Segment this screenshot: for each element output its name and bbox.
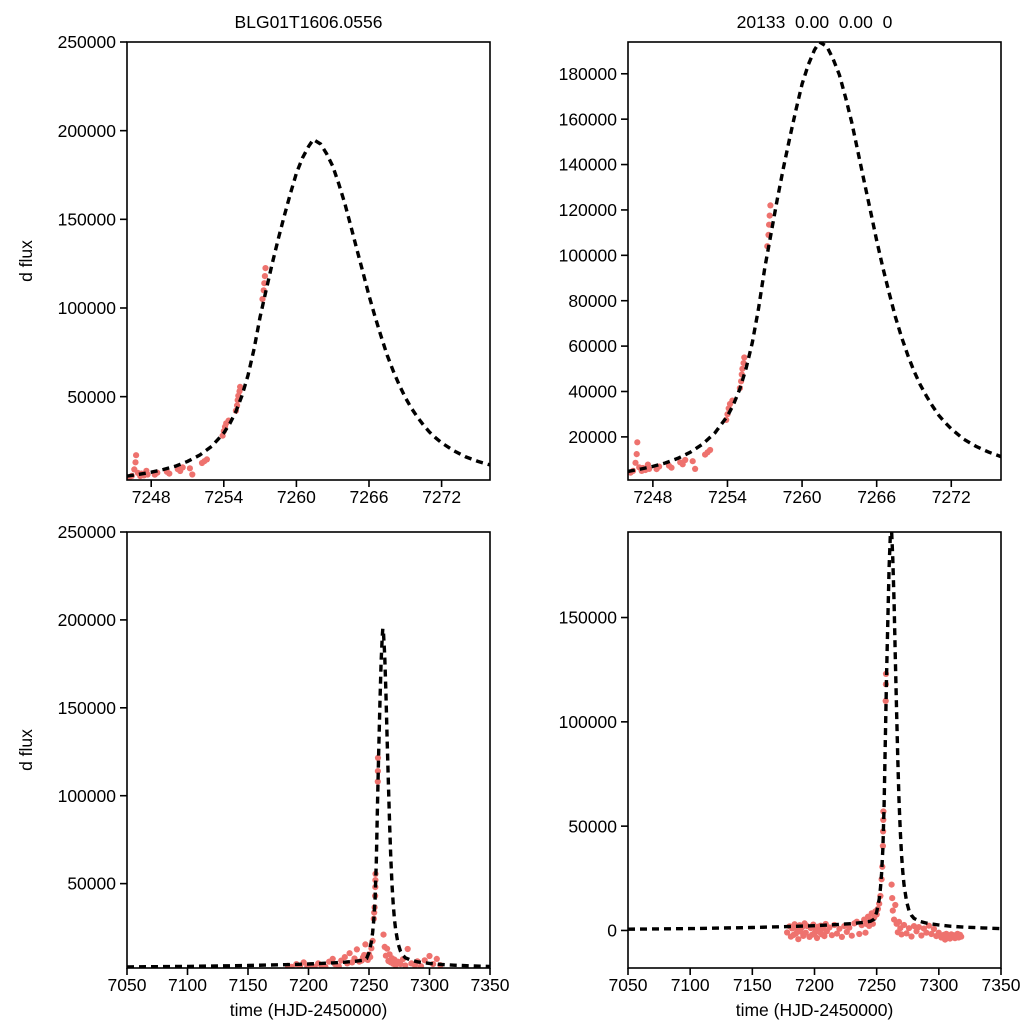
plot-frame [126, 531, 491, 969]
x-tick-label: 7272 [932, 487, 971, 507]
chart-panel-top-left: 7248 7254 7260 7266 7272 50000 100000 150000 200… [0, 0, 512, 512]
x-axis: 7050 7100 7150 7200 7250 7300 7350 [609, 968, 1021, 995]
y-tick-label: 250000 [58, 522, 117, 542]
y-tick-label: 120000 [559, 200, 618, 220]
y-axis: 50000 100000 150000 200000 250000 [58, 32, 127, 407]
plot-frame [627, 41, 1002, 481]
data-points [784, 670, 965, 943]
y-tick-label: 40000 [568, 382, 617, 402]
model-curve [127, 137, 490, 478]
x-tick-label: 7200 [289, 975, 328, 995]
y-axis: 0 50000 100000 150000 [559, 608, 628, 941]
x-tick-label: 7100 [671, 975, 710, 995]
model-curve [127, 628, 490, 968]
chart-panel-top-right: 7248 7254 7260 7266 7272 20000 40000 60000 80000… [512, 0, 1024, 512]
chart-title: BLG01T1606.0556 [235, 12, 383, 32]
y-tick-label: 250000 [58, 32, 117, 52]
x-tick-label: 7300 [410, 975, 449, 995]
x-tick-label: 7254 [204, 487, 243, 507]
y-tick-label: 100000 [559, 245, 618, 265]
y-tick-label: 180000 [559, 64, 618, 84]
y-tick-label: 80000 [568, 291, 617, 311]
x-tick-label: 7350 [471, 975, 510, 995]
x-tick-label: 7266 [350, 487, 389, 507]
chart-panel-bottom-left: 7050 7100 7150 7200 7250 7300 7350 50000 100000 1… [0, 512, 512, 1024]
model-curve [628, 532, 1001, 931]
x-tick-label: 7260 [783, 487, 822, 507]
y-tick-label: 100000 [58, 786, 117, 806]
y-tick-label: 150000 [58, 698, 117, 718]
x-tick-label: 7050 [609, 975, 648, 995]
x-tick-label: 7150 [733, 975, 772, 995]
x-tick-label: 7254 [708, 487, 747, 507]
y-tick-label: 50000 [568, 816, 617, 836]
x-axis: 7050 7100 7150 7200 7250 7300 7350 [108, 968, 510, 995]
x-tick-label: 7300 [919, 975, 958, 995]
y-axis-label: d flux [16, 729, 36, 771]
x-axis: 7248 7254 7260 7266 7272 [132, 480, 461, 507]
data-points [284, 754, 444, 968]
y-tick-label: 150000 [559, 608, 618, 628]
chart-svg: 7248 7254 7260 7266 7272 50000 100000 150000 200… [16, 12, 491, 507]
y-tick-label: 100000 [559, 712, 618, 732]
y-axis: 20000 40000 60000 80000 100000 120000 140000 16… [559, 64, 628, 447]
x-tick-label: 7200 [795, 975, 834, 995]
y-tick-label: 160000 [559, 109, 618, 129]
y-tick-label: 100000 [58, 298, 117, 318]
x-tick-label: 7260 [277, 487, 316, 507]
y-axis: 50000 100000 150000 200000 250000 [58, 522, 127, 894]
x-tick-label: 7248 [633, 487, 672, 507]
y-tick-label: 50000 [67, 874, 116, 894]
y-tick-label: 200000 [58, 121, 117, 141]
chart-svg: 7248 7254 7260 7266 7272 20000 40000 60000 80000… [559, 12, 1002, 507]
x-tick-label: 7050 [108, 975, 147, 995]
x-tick-label: 7250 [857, 975, 896, 995]
data-points [628, 202, 774, 476]
x-axis: 7248 7254 7260 7266 7272 [633, 480, 971, 507]
x-tick-label: 7350 [982, 975, 1021, 995]
model-curve [628, 42, 1001, 474]
x-tick-label: 7272 [422, 487, 461, 507]
y-axis-label: d flux [16, 240, 36, 282]
chart-svg: 7050 7100 7150 7200 7250 7300 7350 0 50000 100000… [559, 531, 1021, 1020]
x-tick-label: 7100 [168, 975, 207, 995]
x-axis-label: time (HJD-2450000) [230, 1000, 388, 1020]
y-tick-label: 60000 [568, 336, 617, 356]
y-tick-label: 50000 [67, 387, 116, 407]
chart-title: 20133 0.00 0.00 0 [737, 12, 893, 32]
x-axis-label: time (HJD-2450000) [736, 1000, 894, 1020]
y-tick-label: 140000 [559, 155, 618, 175]
y-tick-label: 200000 [58, 610, 117, 630]
plot-frame [627, 531, 1002, 969]
y-tick-label: 0 [607, 921, 617, 941]
chart-panel-bottom-right: 7050 7100 7150 7200 7250 7300 7350 0 50000 100000… [512, 512, 1024, 1024]
x-tick-label: 7266 [857, 487, 896, 507]
x-tick-label: 7250 [350, 975, 389, 995]
plot-frame [126, 41, 491, 481]
y-tick-label: 150000 [58, 209, 117, 229]
chart-svg: 7050 7100 7150 7200 7250 7300 7350 50000 100000 1… [16, 522, 510, 1020]
x-tick-label: 7248 [132, 487, 171, 507]
x-tick-label: 7150 [229, 975, 268, 995]
y-tick-label: 20000 [568, 427, 617, 447]
